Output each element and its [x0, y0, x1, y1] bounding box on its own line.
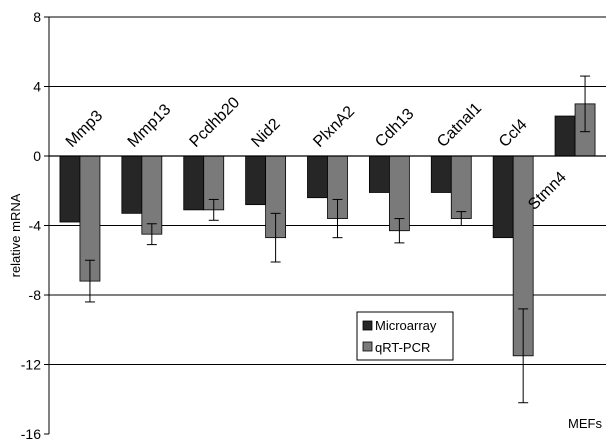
y-tick-label: 0 — [33, 148, 41, 164]
axes — [44, 16, 606, 435]
legend-swatch-microarray — [362, 320, 373, 331]
x-axis-title: MEFs — [568, 416, 602, 431]
legend-box — [356, 311, 454, 361]
y-tick-label: -4 — [29, 218, 42, 234]
legend-swatch-qrt-pcr — [362, 341, 373, 352]
bar-microarray-stmn4 — [554, 115, 576, 157]
bar-microarray-plxna2 — [307, 155, 328, 199]
bar-microarray-pcdhb20 — [183, 155, 205, 211]
category-label-mmp3: Mmp3 — [63, 107, 107, 151]
y-tick-label: 8 — [33, 9, 41, 25]
bar-microarray-mmp13 — [121, 155, 143, 214]
y-tick-label: -12 — [21, 357, 41, 373]
bar-microarray-cdh13 — [368, 155, 390, 193]
category-label-catnal1: Catnal1 — [434, 100, 485, 151]
legend-label-microarray: Microarray — [375, 318, 437, 333]
y-tick-label: 4 — [33, 79, 41, 95]
y-axis-title: relative mRNA — [8, 193, 23, 277]
bar-microarray-catnal1 — [430, 155, 452, 193]
y-tick-label: -8 — [29, 287, 42, 303]
bar-microarray-ccl4 — [492, 155, 514, 239]
bar-qrt-pcr-mmp13 — [141, 155, 163, 235]
category-label-plxna2: PlxnA2 — [310, 103, 358, 151]
y-tick-label: -16 — [21, 426, 41, 442]
category-label-cdh13: Cdh13 — [372, 105, 417, 150]
legend-label-qrt-pcr: qRT-PCR — [375, 340, 430, 355]
category-label-nid2: Nid2 — [248, 115, 283, 150]
bar-microarray-nid2 — [245, 155, 267, 206]
bar-qrt-pcr-catnal1 — [450, 155, 472, 219]
category-label-pcdhb20: Pcdhb20 — [187, 94, 244, 151]
bar-microarray-mmp3 — [59, 155, 81, 223]
category-label-ccl4: Ccl4 — [496, 116, 531, 151]
category-label-mmp13: Mmp13 — [125, 101, 175, 151]
legend: Microarray qRT-PCR — [356, 311, 454, 361]
